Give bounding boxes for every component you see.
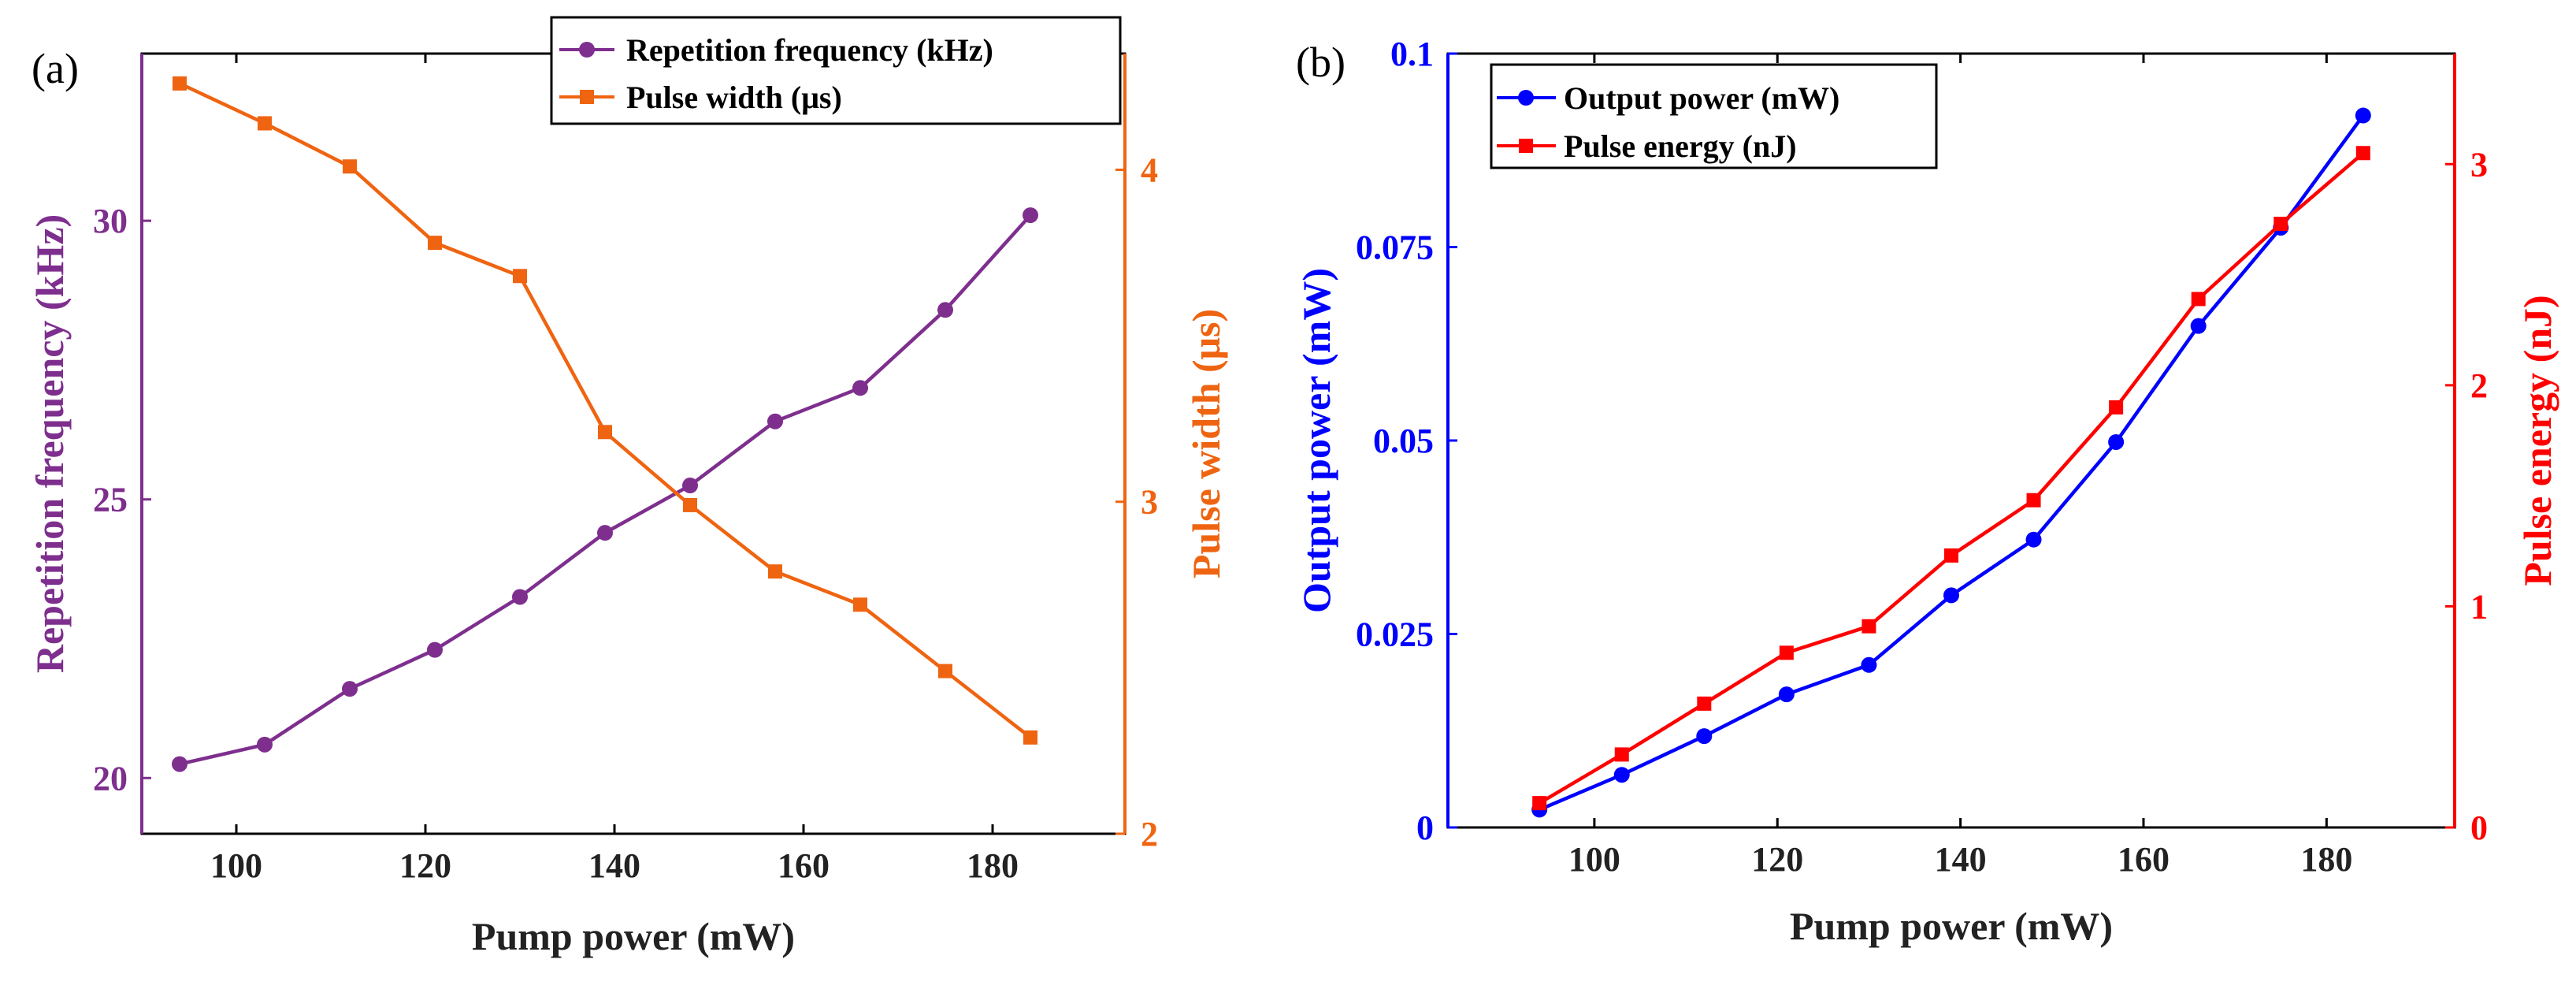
panel-a-x-tick-label: 160 xyxy=(778,846,830,885)
panel-b-series-0-point xyxy=(2108,433,2125,450)
panel-a-series-0-point xyxy=(342,681,358,697)
panel-a-left-tick-label: 30 xyxy=(93,202,128,240)
panel-b-x-tick-label: 180 xyxy=(2300,840,2352,879)
panel-b-series-1-point xyxy=(1614,747,1629,762)
panel-a-series-1-point xyxy=(513,269,527,284)
panel-a-series-0-point xyxy=(1023,207,1038,224)
panel-a-right-tick-label: 2 xyxy=(1141,815,1158,853)
panel-a-marks xyxy=(172,76,1038,772)
panel-b-x-tick-label: 120 xyxy=(1751,840,1803,879)
panel-b-series-1-point xyxy=(1861,619,1876,634)
panel-a-label: (a) xyxy=(32,45,79,92)
panel-b-axes: 100 120 140 160 180 0 0.025 0.05 0.075 0.1 0 1 2 3 xyxy=(1356,35,2488,879)
panel-a-series-0-point xyxy=(427,641,443,658)
panel-a-x-tick-label: 140 xyxy=(588,846,640,885)
panel-b-left-tick-label: 0.025 xyxy=(1356,615,1434,654)
panel-a-legend-box xyxy=(550,16,1122,125)
panel-b-series-1-point xyxy=(1944,548,1958,563)
panel-b-right-tick-label: 1 xyxy=(2470,587,2488,626)
panel-a-left-tick-label: 25 xyxy=(93,481,128,519)
panel-b-x-tick-label: 140 xyxy=(1935,840,1987,879)
panel-b-series-0-point xyxy=(2025,531,2042,548)
panel-a-series-0-point xyxy=(512,589,528,605)
panel-b-series-1-point xyxy=(1532,796,1547,811)
panel-b-x-axis-label: Pump power (mW) xyxy=(1790,904,2113,948)
panel-b-series-1-point xyxy=(2109,400,2124,415)
panel-b-legend-marker-output-power xyxy=(1518,90,1534,106)
panel-b-x-tick-label: 160 xyxy=(2118,840,2170,879)
panel-a-series-1-point xyxy=(768,564,782,579)
panel-a-legend: Repetition frequency (kHz) Pulse width (… xyxy=(550,16,1122,125)
panel-b-series-1-point xyxy=(2273,217,2288,232)
panel-a-series-1-point xyxy=(173,76,187,91)
panel-a-series-1-point xyxy=(428,236,442,251)
panel-a-series-1-point xyxy=(683,497,697,512)
panel-b: (b) 100 120 140 160 180 0 0.025 0.05 0.075 0.1 0 1 2… xyxy=(1294,35,2559,948)
panel-a-legend-label-pulse-width: Pulse width (μs) xyxy=(626,80,842,115)
panel-b-series-0-point xyxy=(1613,767,1630,783)
panel-b-series-1-point xyxy=(2026,493,2041,508)
panel-b-left-tick-label: 0.1 xyxy=(1390,35,1434,73)
panel-a-series-0-point xyxy=(682,478,698,494)
panel-a-series-1-point xyxy=(853,597,867,612)
panel-b-left-tick-label: 0 xyxy=(1416,809,1434,847)
panel-b-series-1-point xyxy=(2355,146,2370,161)
panel-b-series-0-point xyxy=(1778,686,1795,703)
panel-b-legend: Output power (mW) Pulse energy (nJ) xyxy=(1490,63,1938,169)
panel-a-axes: 100 120 140 160 180 20 25 30 2 3 4 xyxy=(93,54,1158,885)
panel-a-series-1-point xyxy=(938,664,952,679)
panel-b-series-0-point xyxy=(1696,728,1713,745)
panel-a-series-0-point xyxy=(257,736,273,753)
panel-b-legend-box xyxy=(1490,63,1938,169)
panel-b-series-0-point xyxy=(1943,587,1959,604)
panel-b-x-tick-label: 100 xyxy=(1568,840,1620,879)
panel-a: (a) 100 120 140 160 180 20 25 30 2 3 4 Pump power … xyxy=(28,16,1228,958)
panel-a-right-tick-label: 4 xyxy=(1141,151,1158,189)
panel-b-series-0-point xyxy=(2355,107,2371,124)
panel-b-left-tick-label: 0.075 xyxy=(1356,229,1434,267)
panel-a-series-1-point xyxy=(343,159,357,174)
panel-a-series-0-point xyxy=(597,525,613,541)
panel-a-series-0-point xyxy=(937,302,953,318)
panel-b-right-tick-label: 2 xyxy=(2470,366,2488,405)
panel-b-series-0-point xyxy=(1861,656,1877,673)
panel-b-legend-label-pulse-energy: Pulse energy (nJ) xyxy=(1564,128,1797,164)
panel-b-right-tick-label: 3 xyxy=(2470,145,2488,184)
panel-b-series-1-point xyxy=(2191,292,2206,307)
panel-b-series-0-point xyxy=(2190,318,2207,334)
panel-a-series-0-point xyxy=(767,413,783,429)
panel-b-left-tick-label: 0.05 xyxy=(1373,422,1434,460)
panel-a-series-1-point xyxy=(258,116,272,131)
panel-b-left-axis-label: Output power (mW) xyxy=(1294,268,1338,613)
panel-a-series-1-point xyxy=(598,425,612,440)
panel-b-legend-label-output-power: Output power (mW) xyxy=(1564,80,1839,116)
panel-a-legend-marker-repetition xyxy=(579,42,595,58)
panel-a-series-0-point xyxy=(172,756,187,772)
panel-b-right-axis-label: Pulse energy (nJ) xyxy=(2515,295,2559,586)
panel-a-left-tick-label: 20 xyxy=(93,759,128,798)
panel-a-right-axis-label: Pulse width (μs) xyxy=(1184,309,1228,578)
panel-b-label: (b) xyxy=(1296,39,1346,86)
panel-a-x-tick-label: 180 xyxy=(967,846,1019,885)
panel-a-series-0-point xyxy=(852,380,868,396)
panel-a-x-tick-label: 100 xyxy=(210,846,262,885)
panel-b-series-1-point xyxy=(1697,696,1712,711)
panel-b-marks xyxy=(1531,107,2371,818)
panel-b-right-tick-label: 0 xyxy=(2470,809,2488,847)
panel-a-x-tick-label: 120 xyxy=(399,846,451,885)
panel-a-legend-label-repetition: Repetition frequency (kHz) xyxy=(626,32,993,68)
panel-b-series-1-point xyxy=(1779,645,1794,660)
panel-a-right-tick-label: 3 xyxy=(1141,483,1158,522)
panel-a-x-axis-label: Pump power (mW) xyxy=(472,914,795,958)
panel-a-legend-marker-pulse-width xyxy=(580,90,594,104)
panel-a-series-1-point xyxy=(1023,730,1037,745)
panel-b-legend-marker-pulse-energy xyxy=(1519,139,1533,153)
panel-a-left-axis-label: Repetition frequency (kHz) xyxy=(28,214,72,673)
